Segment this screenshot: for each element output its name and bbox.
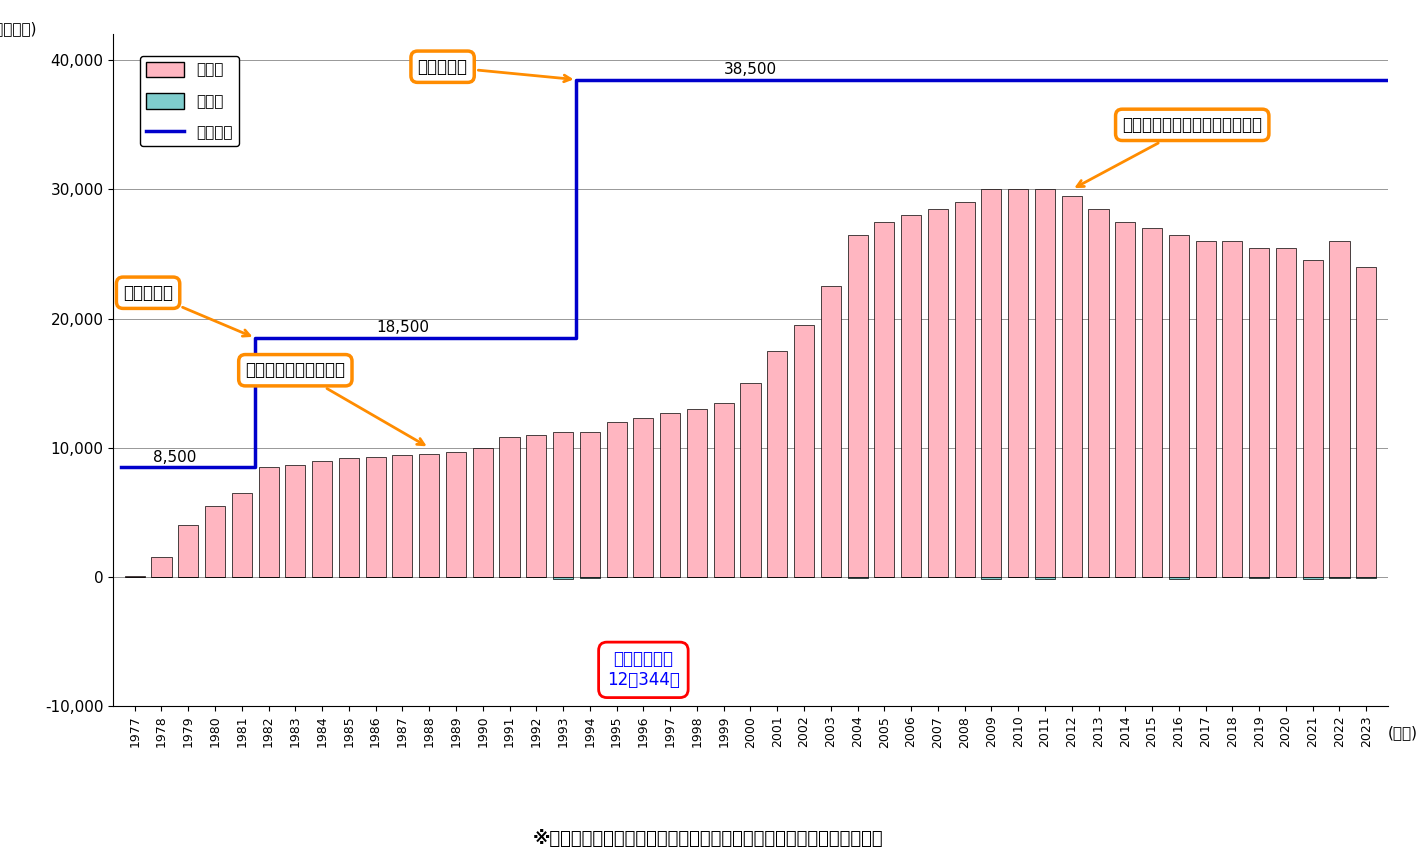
- Bar: [500, 437, 520, 577]
- Bar: [1249, 577, 1269, 579]
- Bar: [848, 577, 868, 579]
- Bar: [848, 235, 868, 577]
- Bar: [874, 221, 895, 577]
- Bar: [1249, 248, 1269, 577]
- Bar: [954, 202, 974, 577]
- Bar: [633, 418, 653, 577]
- Text: 搜出量の合計
12，344本: 搜出量の合計 12，344本: [607, 650, 680, 690]
- Y-axis label: (ドラム缶本数): (ドラム缶本数): [0, 21, 37, 36]
- Bar: [981, 189, 1001, 577]
- Bar: [927, 209, 947, 577]
- Bar: [981, 577, 1001, 579]
- Bar: [554, 432, 573, 577]
- Bar: [1035, 189, 1055, 577]
- Bar: [152, 558, 171, 577]
- Bar: [312, 461, 333, 577]
- Text: 貴蔵庫増床: 貴蔵庫増床: [123, 284, 249, 336]
- Bar: [714, 403, 733, 577]
- Bar: [660, 413, 680, 577]
- Bar: [579, 577, 600, 579]
- Bar: [901, 215, 922, 577]
- Bar: [1116, 221, 1136, 577]
- Bar: [579, 432, 600, 577]
- Text: 高圧圧縮減容処理設備運転開始: 高圧圧縮減容処理設備運転開始: [1078, 116, 1262, 187]
- Bar: [1357, 267, 1376, 577]
- Bar: [419, 455, 439, 577]
- Bar: [1303, 577, 1323, 579]
- Text: (年度): (年度): [1388, 725, 1416, 740]
- Bar: [392, 455, 412, 577]
- Bar: [1330, 577, 1349, 579]
- Text: 38,500: 38,500: [724, 62, 777, 77]
- Text: 18,500: 18,500: [375, 320, 429, 336]
- Bar: [473, 448, 493, 577]
- Bar: [1008, 189, 1028, 577]
- Text: 8,500: 8,500: [153, 449, 197, 465]
- 貴蔵容量: [568, 75, 585, 85]
- Bar: [446, 451, 466, 577]
- Bar: [554, 577, 573, 579]
- Bar: [794, 325, 814, 577]
- Text: 雑固体焼却炉運転開始: 雑固体焼却炉運転開始: [245, 362, 425, 445]
- Bar: [1143, 228, 1163, 577]
- Bar: [1276, 248, 1296, 577]
- 貴蔵容量: [568, 333, 585, 344]
- Text: 貴蔵庫増設: 貴蔵庫増設: [418, 58, 571, 82]
- Bar: [687, 409, 707, 577]
- Bar: [1089, 209, 1109, 577]
- Bar: [606, 422, 627, 577]
- Bar: [1062, 196, 1082, 577]
- Bar: [527, 435, 547, 577]
- Bar: [1222, 241, 1242, 577]
- Bar: [259, 468, 279, 577]
- Bar: [821, 286, 841, 577]
- Bar: [232, 492, 252, 577]
- 貴蔵容量: [113, 462, 130, 473]
- Bar: [1303, 261, 1323, 577]
- Line: 貴蔵容量: 貴蔵容量: [122, 80, 1393, 468]
- Bar: [178, 525, 198, 577]
- Bar: [365, 456, 385, 577]
- Bar: [1330, 241, 1349, 577]
- Bar: [205, 506, 225, 577]
- Bar: [1168, 577, 1189, 579]
- 貴蔵容量: [246, 462, 263, 473]
- Legend: 貴蔵量, 搜出量, 貴蔵容量: 貴蔵量, 搜出量, 貴蔵容量: [140, 55, 239, 146]
- Bar: [285, 465, 306, 577]
- 貴蔵容量: [1385, 75, 1402, 85]
- Bar: [1168, 235, 1189, 577]
- Bar: [767, 351, 787, 577]
- Bar: [1195, 241, 1216, 577]
- Text: ※低レベル放射性廃棄物理設センター（青森県六ケ所村）への搜出実績: ※低レベル放射性廃棄物理設センター（青森県六ケ所村）への搜出実績: [532, 830, 884, 848]
- Bar: [338, 458, 358, 577]
- Bar: [741, 383, 760, 577]
- Bar: [125, 576, 144, 577]
- Bar: [1357, 577, 1376, 579]
- 貴蔵容量: [246, 333, 263, 344]
- Bar: [1035, 577, 1055, 579]
